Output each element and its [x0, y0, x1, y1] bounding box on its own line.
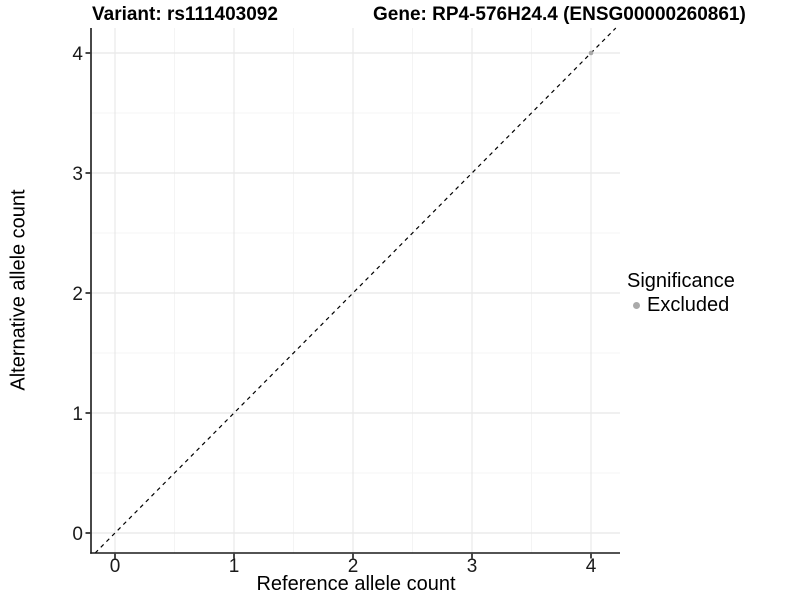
identity-reference-line [94, 27, 617, 554]
x-tick-label: 0 [110, 556, 121, 577]
legend: Significance Excluded [627, 270, 735, 316]
x-tick-label: 1 [229, 556, 240, 577]
y-tick-label: 2 [72, 284, 83, 305]
y-tick-label: 3 [72, 164, 83, 185]
x-tick-label: 3 [467, 556, 478, 577]
legend-title: Significance [627, 270, 735, 292]
x-tick-label: 4 [586, 556, 597, 577]
excluded-point-icon [633, 301, 640, 309]
legend-item-excluded: Excluded [627, 294, 735, 316]
x-axis-label: Reference allele count [256, 573, 456, 595]
x-tick-label: 2 [348, 556, 359, 577]
y-tick-label: 4 [72, 44, 83, 65]
y-tick-label: 1 [72, 404, 83, 425]
y-axis-label: Alternative allele count [7, 189, 30, 391]
variant-title: Variant: rs111403092 [92, 4, 278, 25]
y-tick-label: 0 [72, 524, 83, 545]
legend-item-label: Excluded [647, 294, 730, 316]
data-point-excluded [588, 50, 594, 56]
gene-title: Gene: RP4-576H24.4 (ENSG00000260861) [373, 4, 746, 25]
